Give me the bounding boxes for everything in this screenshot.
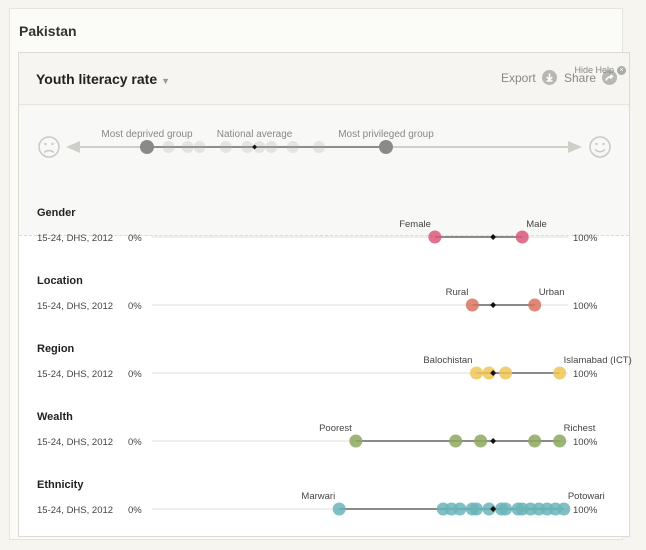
axis-max-label: 100% [573, 301, 598, 312]
axis-min-label: 0% [128, 437, 142, 448]
high-group-label: Potowari [568, 491, 605, 502]
row-title: Gender [37, 207, 76, 219]
high-group-label: Male [526, 219, 547, 230]
group-dot [482, 502, 496, 516]
average-marker [490, 370, 497, 376]
group-dot [469, 502, 483, 516]
export-button[interactable]: Export [501, 70, 557, 85]
country-title: Pakistan [19, 23, 77, 39]
dimension-row-ethnicity: Ethnicity 15-24, DHS, 2012 0% 100% Marwari Po… [37, 479, 605, 516]
group-dot [449, 434, 463, 448]
card-header: Youth literacy rate ▼ Export Share [19, 53, 629, 105]
dimension-row-gender: Gender 15-24, DHS, 2012 0% 100% Female Male [37, 207, 598, 244]
close-icon: × [617, 66, 626, 76]
export-label: Export [501, 70, 536, 85]
row-meta: 15-24, DHS, 2012 [37, 301, 113, 312]
group-dot [469, 366, 483, 380]
hide-help-button[interactable]: Hide Help × [574, 65, 626, 76]
arrow-left-icon [66, 141, 80, 153]
dimension-row-region: Region 15-24, DHS, 2012 0% 100% Balochistan I… [37, 343, 632, 380]
low-group-label: Poorest [319, 423, 352, 434]
help-privileged-label: Most privileged group [338, 129, 434, 140]
group-dot [528, 298, 542, 312]
help-legend: Most deprived group National average Most … [38, 129, 611, 158]
hide-help-label: Hide Help [574, 65, 614, 75]
help-panel [19, 105, 629, 236]
dimension-row-wealth: Wealth 15-24, DHS, 2012 0% 100% Poorest Riche… [37, 411, 598, 448]
group-dot [428, 230, 442, 244]
axis-max-label: 100% [573, 233, 598, 244]
help-privileged-dot [379, 140, 393, 154]
group-dot [474, 434, 488, 448]
group-dot [453, 502, 467, 516]
happy-face-icon [589, 136, 611, 158]
help-average-marker [252, 144, 258, 150]
axis-max-label: 100% [573, 369, 598, 380]
row-meta: 15-24, DHS, 2012 [37, 233, 113, 244]
axis-min-label: 0% [128, 233, 142, 244]
share-button[interactable]: Share [564, 70, 618, 85]
arrow-right-icon [568, 141, 582, 153]
average-marker [490, 234, 497, 240]
group-dot [465, 298, 479, 312]
row-title: Location [37, 275, 83, 287]
download-icon [541, 70, 557, 85]
axis-min-label: 0% [128, 301, 142, 312]
group-dot [332, 502, 346, 516]
group-dot [553, 366, 567, 380]
high-group-label: Urban [539, 287, 565, 298]
low-group-label: Balochistan [423, 355, 472, 366]
high-group-label: Richest [564, 423, 596, 434]
average-marker [490, 302, 497, 308]
axis-min-label: 0% [128, 369, 142, 380]
low-group-label: Rural [446, 287, 469, 298]
help-average-label: National average [217, 129, 293, 140]
group-dot [349, 434, 363, 448]
average-marker [490, 438, 497, 444]
row-meta: 15-24, DHS, 2012 [37, 505, 113, 516]
group-dot [499, 366, 513, 380]
row-title: Ethnicity [37, 479, 84, 491]
low-group-label: Marwari [301, 491, 335, 502]
group-dot [528, 434, 542, 448]
group-dot [557, 502, 571, 516]
group-dot [499, 502, 513, 516]
indicator-card: Youth literacy rate ▼ Export Share [18, 52, 630, 537]
axis-min-label: 0% [128, 505, 142, 516]
dimension-row-location: Location 15-24, DHS, 2012 0% 100% Rural Urban [37, 275, 598, 312]
row-meta: 15-24, DHS, 2012 [37, 437, 113, 448]
chevron-down-icon: ▼ [161, 76, 171, 86]
axis-max-label: 100% [573, 437, 598, 448]
share-label: Share [564, 70, 597, 85]
high-group-label: Islamabad (ICT) [564, 355, 632, 366]
axis-max-label: 100% [573, 505, 598, 516]
indicator-title: Youth literacy rate [36, 71, 158, 87]
row-meta: 15-24, DHS, 2012 [37, 369, 113, 380]
help-deprived-label: Most deprived group [101, 129, 193, 140]
share-icon [602, 70, 618, 85]
group-dot [482, 366, 496, 380]
group-dot [553, 434, 567, 448]
chart-rows: Gender 15-24, DHS, 2012 0% 100% Female Male Lo… [37, 207, 632, 516]
row-title: Wealth [37, 411, 73, 423]
indicator-selector[interactable]: Youth literacy rate ▼ [36, 71, 170, 87]
low-group-label: Female [399, 219, 431, 230]
sad-face-icon [38, 136, 60, 158]
row-title: Region [37, 343, 75, 355]
average-marker [490, 506, 497, 512]
group-dot [515, 230, 529, 244]
help-deprived-dot [140, 140, 154, 154]
